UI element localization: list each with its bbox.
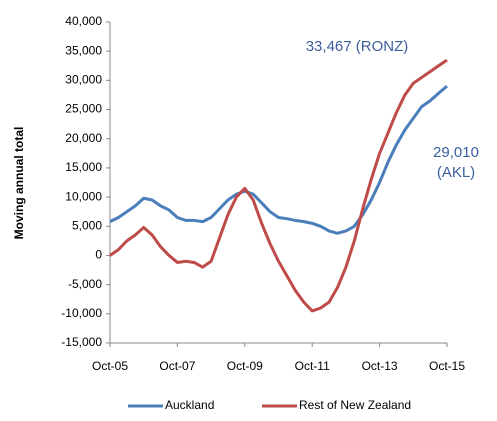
- y-tick-label: -15,000: [61, 335, 102, 349]
- x-tick-label: Oct-09: [227, 359, 263, 373]
- x-tick-label: Oct-11: [295, 359, 330, 373]
- y-tick-label: 20,000: [65, 131, 102, 145]
- legend-label: Auckland: [165, 398, 214, 412]
- series-line: [109, 84, 448, 235]
- y-tick-label: -10,000: [61, 306, 102, 320]
- x-tick-label: Oct-13: [362, 359, 398, 373]
- annotation: (AKL): [437, 164, 475, 181]
- annotation: 33,467 (RONZ): [306, 38, 409, 55]
- x-tick-label: Oct-15: [429, 359, 465, 373]
- y-tick-label: 0: [95, 248, 102, 262]
- y-tick-label: 30,000: [65, 73, 102, 87]
- y-tick-label: 35,000: [65, 43, 102, 57]
- y-tick-label: 10,000: [65, 189, 102, 203]
- x-tick-label: Oct-07: [159, 359, 195, 373]
- y-tick-label: -5,000: [68, 277, 102, 291]
- y-tick-label: 5,000: [72, 218, 102, 232]
- y-tick-label: 15,000: [65, 160, 102, 174]
- legend-label: Rest of New Zealand: [299, 398, 411, 412]
- y-tick-label: 25,000: [65, 102, 102, 116]
- y-axis-label: Moving annual total: [12, 127, 26, 240]
- x-tick-label: Oct-05: [92, 359, 128, 373]
- y-tick-label: 40,000: [65, 14, 102, 28]
- series-line: [109, 58, 448, 313]
- annotation: 29,010: [433, 144, 479, 161]
